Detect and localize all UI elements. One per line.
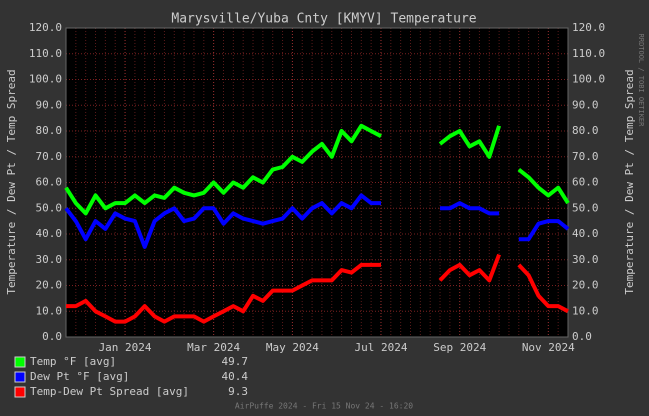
- y2-tick-label: 60.0: [572, 176, 599, 189]
- plot-border: [65, 27, 569, 338]
- legend-value: 49.7: [222, 355, 249, 368]
- series-line: [64, 123, 570, 216]
- legend-label: Temp °F [avg]: [30, 355, 116, 368]
- y-axis-label: Temperature / Dew Pt / Temp Spread: [5, 69, 18, 294]
- y-tick-label: 80.0: [36, 124, 63, 137]
- y2-tick-label: 30.0: [572, 253, 599, 266]
- y-tick-label: 60.0: [36, 176, 63, 189]
- chart-title: Marysville/Yuba Cnty [KMYV] Temperature: [171, 12, 476, 27]
- y-tick-label: 70.0: [36, 150, 63, 163]
- legend-swatch: [14, 386, 26, 398]
- footer: AirPuffe 2024 - Fri 15 Nov 24 - 16:20: [235, 402, 413, 411]
- legend-value: 40.4: [222, 370, 249, 383]
- y-tick-label: 10.0: [36, 304, 63, 317]
- y2-tick-label: 50.0: [572, 201, 599, 214]
- y-tick-label: 30.0: [36, 253, 63, 266]
- y2-tick-label: 90.0: [572, 98, 599, 111]
- y-tick-label: 0.0: [42, 330, 62, 343]
- y2-tick-label: 20.0: [572, 279, 599, 292]
- y-tick-label: 100.0: [29, 73, 62, 86]
- y-tick-label: 20.0: [36, 279, 63, 292]
- plot-area: [66, 28, 568, 337]
- y2-axis-label: Temperature / Dew Pt / Temp Spread: [623, 69, 636, 294]
- x-tick-label: Nov 2024: [522, 341, 575, 354]
- x-tick-label: Sep 2024: [433, 341, 486, 354]
- y-tick-label: 90.0: [36, 98, 63, 111]
- x-tick-label: Jan 2024: [99, 341, 152, 354]
- y2-tick-label: 80.0: [572, 124, 599, 137]
- legend-swatch: [14, 356, 26, 368]
- y2-tick-label: 120.0: [572, 21, 605, 34]
- y2-tick-label: 70.0: [572, 150, 599, 163]
- y2-tick-label: 0.0: [572, 330, 592, 343]
- legend-label: Dew Pt °F [avg]: [30, 370, 129, 383]
- x-tick-label: Jul 2024: [354, 341, 407, 354]
- series-line: [64, 193, 570, 249]
- x-tick-label: Mar 2024: [187, 341, 240, 354]
- y-tick-label: 120.0: [29, 21, 62, 34]
- y2-tick-label: 100.0: [572, 73, 605, 86]
- x-tick-label: May 2024: [266, 341, 319, 354]
- legend-label: Temp-Dew Pt Spread [avg]: [30, 385, 189, 398]
- y-tick-label: 40.0: [36, 227, 63, 240]
- series-line: [66, 253, 569, 324]
- y-tick-label: 50.0: [36, 201, 63, 214]
- legend-value: 9.3: [228, 385, 248, 398]
- legend-swatch: [14, 371, 26, 383]
- y2-tick-label: 110.0: [572, 47, 605, 60]
- watermark: RRDTOOL / TOBI OETIKER: [637, 34, 645, 128]
- y-tick-label: 110.0: [29, 47, 62, 60]
- y2-tick-label: 40.0: [572, 227, 599, 240]
- y2-tick-label: 10.0: [572, 304, 599, 317]
